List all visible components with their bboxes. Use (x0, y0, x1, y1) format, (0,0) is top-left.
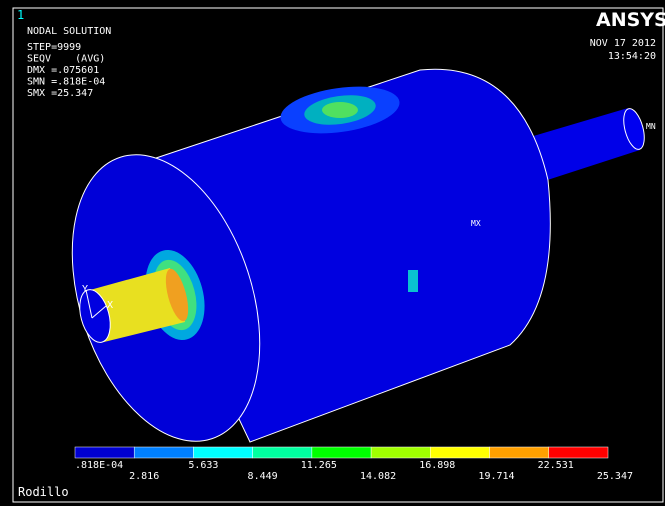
ansys-viewport: 1 NODAL SOLUTION STEP=9999SEQV (AVG)DMX … (0, 0, 665, 506)
legend-swatch (490, 447, 549, 458)
legend-swatch (549, 447, 608, 458)
axis-label: X (107, 300, 113, 311)
info-line: SMX =25.347 (27, 88, 93, 99)
info-line: STEP=9999 (27, 42, 81, 53)
hotspot (322, 102, 358, 118)
legend-label: 11.265 (301, 460, 337, 471)
hotspot (408, 270, 418, 292)
legend-swatch (312, 447, 371, 458)
legend-label: 14.082 (360, 471, 396, 482)
date: NOV 17 2012 (590, 38, 656, 49)
legend-swatch (193, 447, 252, 458)
legend-swatch (134, 447, 193, 458)
footer: Rodillo (18, 485, 69, 499)
max-marker: MX (471, 219, 481, 228)
min-marker: MN (646, 122, 656, 131)
axis-label: Y (82, 284, 88, 295)
legend-swatch (253, 447, 312, 458)
result-title: NODAL SOLUTION (27, 26, 111, 37)
time: 13:54:20 (608, 51, 656, 62)
legend-swatch (430, 447, 489, 458)
info-line: DMX =.075601 (27, 65, 99, 76)
legend-label: 2.816 (129, 471, 159, 482)
info-line: SEQV (AVG) (27, 54, 105, 65)
legend-label: 22.531 (538, 460, 574, 471)
window-number: 1 (17, 8, 24, 22)
legend-label: 16.898 (419, 460, 455, 471)
legend-label: 25.347 (597, 471, 633, 482)
legend-swatch (75, 447, 134, 458)
legend-label: .818E-04 (75, 460, 123, 471)
info-line: SMN =.818E-04 (27, 77, 105, 88)
legend-label: 19.714 (478, 471, 514, 482)
legend-label: 8.449 (248, 471, 278, 482)
logo: ANSYS (596, 9, 665, 31)
legend-swatch (371, 447, 430, 458)
legend-label: 5.633 (188, 460, 218, 471)
